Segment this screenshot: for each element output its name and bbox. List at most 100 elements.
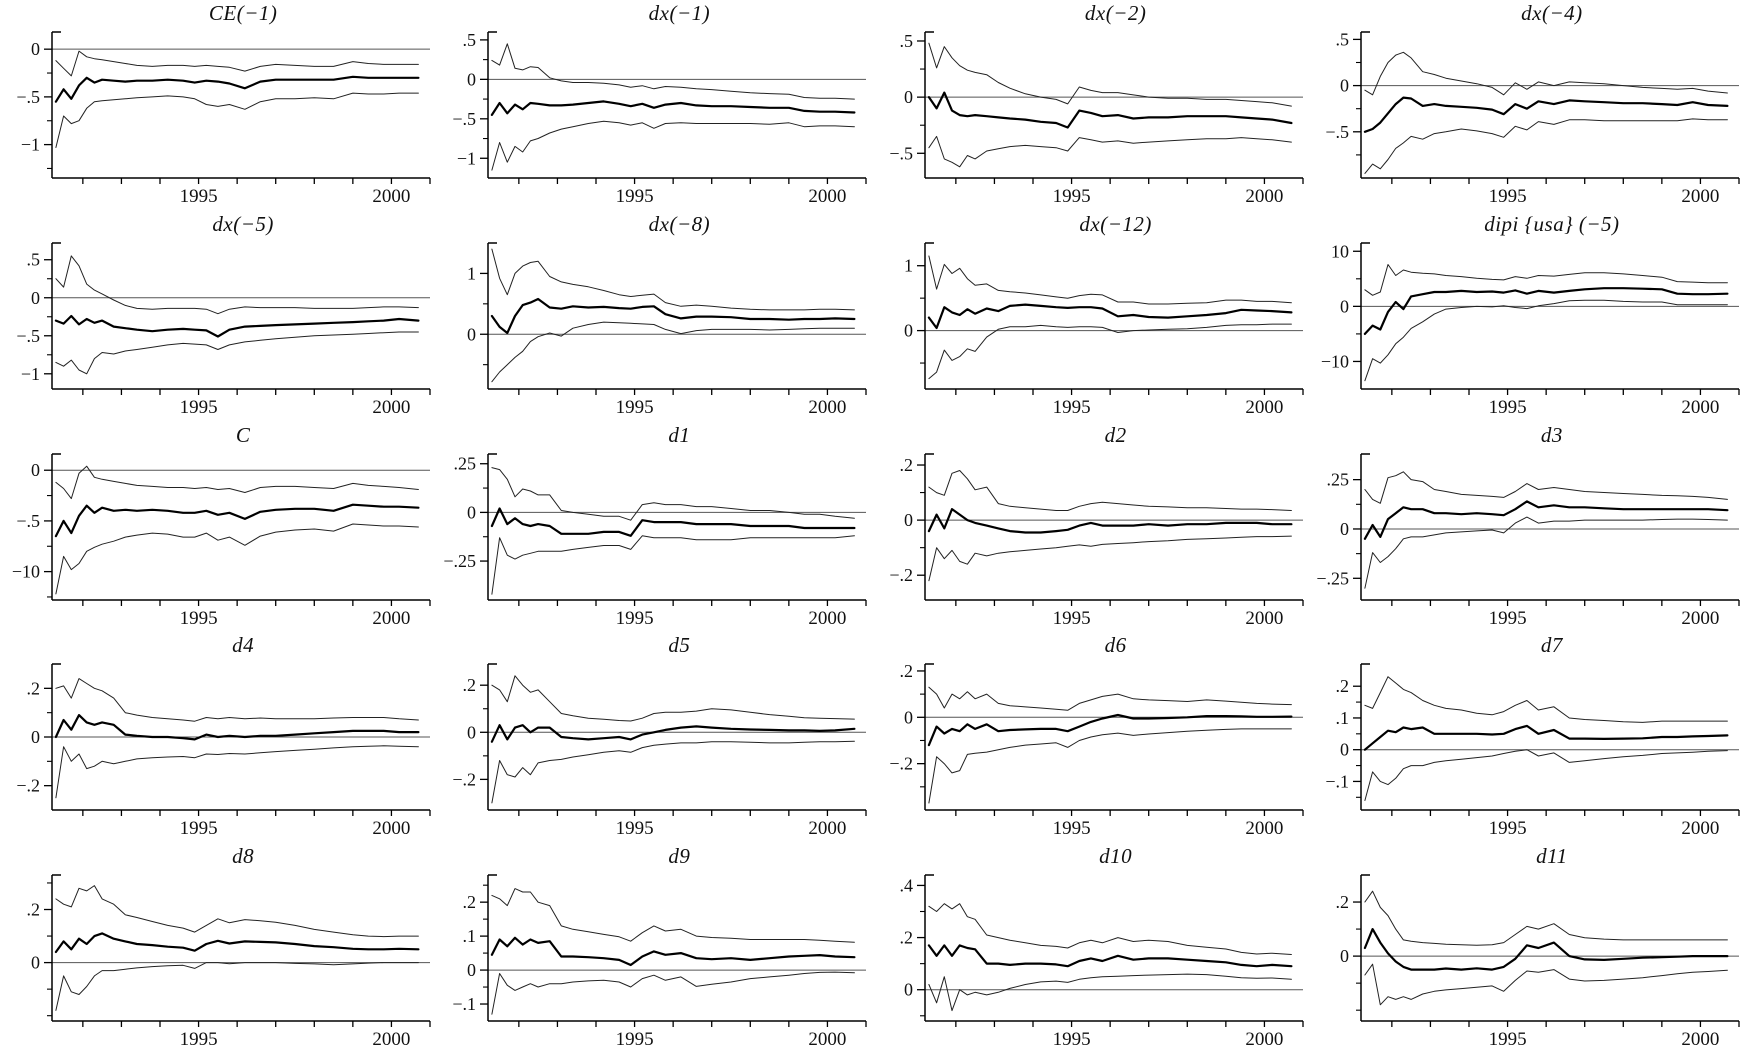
series-coef xyxy=(927,944,1292,968)
plot-area: .2 0 −.2 1995 2000 xyxy=(16,663,431,839)
series-upper xyxy=(927,255,1292,305)
y-tick-label: 0 xyxy=(904,320,913,340)
y-tick-label: −.5 xyxy=(1325,122,1349,142)
x-tick-label: 1995 xyxy=(1052,1029,1090,1050)
series-coef xyxy=(491,100,856,117)
panel-title: dx(−1) xyxy=(648,1,711,25)
plot-area: .5 0 −.5 −1 1995 2000 xyxy=(453,30,867,207)
y-tick-label: −.1 xyxy=(453,994,477,1014)
y-tick-label: .2 xyxy=(899,928,913,948)
chart-panel-dipi-usa-5: dipi {usa} (−5) 10 0 −10 1995 2000 xyxy=(1309,211,1745,422)
chart-panel-c: C 0 −.5 −10 1995 2000 xyxy=(0,422,436,633)
series-coef xyxy=(1363,499,1729,540)
y-tick-label: .2 xyxy=(27,900,41,920)
panel-title: d1 xyxy=(668,422,691,447)
series-upper xyxy=(491,888,856,943)
y-tick-label: 0 xyxy=(31,460,40,480)
y-tick-label: .2 xyxy=(463,892,477,912)
y-tick-label: −1 xyxy=(21,135,40,155)
x-tick-label: 2000 xyxy=(809,1029,847,1050)
x-tick-label: 2000 xyxy=(1245,818,1283,839)
y-tick-label: −.1 xyxy=(1325,772,1349,792)
series-coef xyxy=(491,506,856,537)
series-lower xyxy=(55,962,419,1012)
series-coef xyxy=(1363,96,1729,133)
x-tick-label: 2000 xyxy=(1245,608,1283,629)
series-lower xyxy=(1364,299,1728,381)
x-tick-label: 1995 xyxy=(616,818,654,839)
x-tick-label: 1995 xyxy=(616,397,654,418)
x-tick-label: 2000 xyxy=(1681,608,1719,629)
series-lower xyxy=(491,120,856,171)
y-tick-label: −10 xyxy=(12,561,40,581)
x-tick-label: 1995 xyxy=(180,186,218,207)
y-tick-label: .2 xyxy=(899,661,913,681)
series-upper xyxy=(1364,51,1728,96)
x-tick-label: 1995 xyxy=(1488,1029,1526,1050)
x-tick-label: 2000 xyxy=(372,608,410,629)
panel-title: dipi {usa} (−5) xyxy=(1484,211,1620,236)
series-upper xyxy=(55,50,419,77)
x-tick-label: 1995 xyxy=(1052,397,1090,418)
y-tick-label: −.2 xyxy=(453,770,477,790)
panel-title: d3 xyxy=(1540,422,1563,447)
x-tick-label: 1995 xyxy=(1488,608,1526,629)
chart-panel-d1: d1 .25 0 −.25 1995 2000 xyxy=(436,422,872,633)
series-lower xyxy=(927,535,1292,581)
plot-area: .5 0 −.5 1995 2000 xyxy=(889,31,1304,207)
series-coef xyxy=(491,724,856,744)
chart-panel-dx-5: dx(−5) .5 0 −.5 −1 1995 2000 xyxy=(0,211,436,422)
x-tick-label: 1995 xyxy=(180,1029,218,1050)
chart-panel-d3: d3 .25 0 −.25 1995 2000 xyxy=(1309,422,1745,633)
y-tick-label: .5 xyxy=(1335,29,1349,49)
series-lower xyxy=(927,323,1292,379)
y-tick-label: .1 xyxy=(1335,708,1349,728)
x-tick-label: 1995 xyxy=(180,608,218,629)
y-tick-label: 0 xyxy=(31,953,40,973)
series-lower xyxy=(491,321,856,382)
plot-area: .2 0 −.2 1995 2000 xyxy=(453,663,867,839)
series-coef xyxy=(54,75,420,103)
plot-area: .25 0 −.25 1995 2000 xyxy=(444,452,867,629)
plot-area: .2 0 −.2 1995 2000 xyxy=(889,452,1304,629)
series-coef xyxy=(927,91,1292,129)
y-tick-label: 0 xyxy=(904,980,913,1000)
y-tick-label: 10 xyxy=(1331,241,1349,261)
x-tick-label: 1995 xyxy=(616,1029,654,1050)
y-tick-label: 1 xyxy=(904,256,913,276)
y-tick-label: 0 xyxy=(467,69,476,89)
series-upper xyxy=(55,255,419,314)
panel-title: d5 xyxy=(668,633,691,658)
x-tick-label: 1995 xyxy=(180,818,218,839)
plot-area: 0 −.5 −10 1995 2000 xyxy=(12,452,431,629)
panel-title: CE(−1) xyxy=(208,1,278,25)
y-tick-label: −.25 xyxy=(444,551,477,571)
panel-title: d10 xyxy=(1099,844,1133,869)
chart-panel-dx-1: dx(−1) .5 0 −.5 −1 1995 2000 xyxy=(436,0,872,211)
series-upper xyxy=(491,43,856,100)
series-lower xyxy=(1364,749,1728,802)
x-tick-label: 2000 xyxy=(809,818,847,839)
series-lower xyxy=(491,534,856,595)
y-tick-label: 0 xyxy=(31,727,40,747)
x-tick-label: 2000 xyxy=(1245,186,1283,207)
chart-panel-dx-2: dx(−2) .5 0 −.5 1995 2000 xyxy=(873,0,1309,211)
y-tick-label: −.5 xyxy=(16,511,40,531)
x-tick-label: 2000 xyxy=(1681,1029,1719,1050)
series-upper xyxy=(1364,890,1728,946)
y-tick-label: −.5 xyxy=(453,109,477,129)
series-coef xyxy=(54,503,420,537)
series-upper xyxy=(927,42,1292,107)
panel-title: d11 xyxy=(1536,844,1568,869)
y-tick-label: .1 xyxy=(463,926,477,946)
x-tick-label: 2000 xyxy=(1681,397,1719,418)
y-tick-label: −.5 xyxy=(16,87,40,107)
chart-panel-d9: d9 .2 .1 0 −.1 1995 2000 xyxy=(436,843,872,1054)
panel-title: dx(−12) xyxy=(1079,211,1152,236)
y-tick-label: 0 xyxy=(467,723,476,743)
x-tick-label: 1995 xyxy=(616,186,654,207)
chart-panel-d5: d5 .2 0 −.2 1995 2000 xyxy=(436,632,872,843)
y-tick-label: 0 xyxy=(467,324,476,344)
x-tick-label: 1995 xyxy=(1052,608,1090,629)
